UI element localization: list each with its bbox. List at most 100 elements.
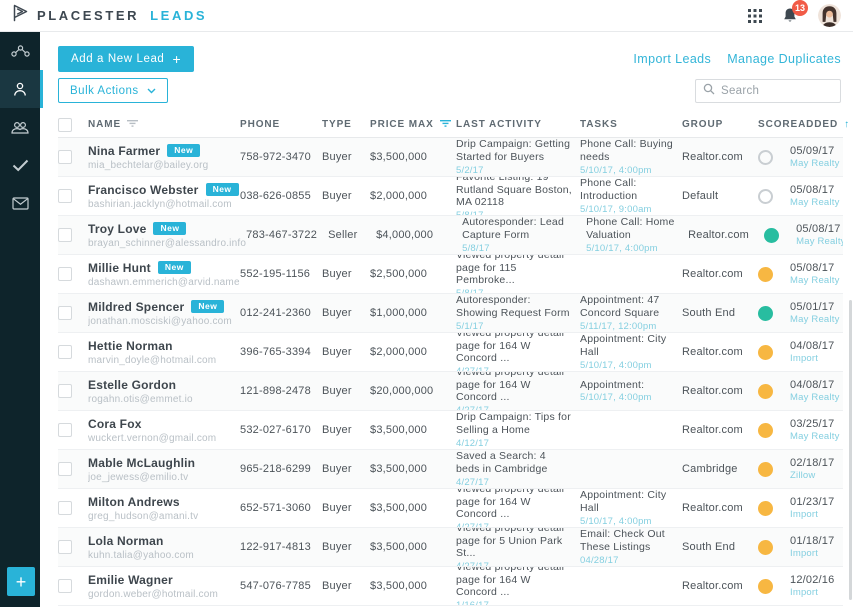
row-checkbox[interactable] bbox=[58, 384, 72, 398]
lead-phone: 758-972-3470 bbox=[240, 151, 311, 163]
sidebar-item-email[interactable] bbox=[0, 184, 40, 222]
lead-name[interactable]: Mildred Spencer bbox=[88, 299, 185, 314]
row-checkbox[interactable] bbox=[58, 150, 72, 164]
sidebar-item-leads[interactable] bbox=[0, 70, 43, 108]
column-header-group[interactable]: GROUP bbox=[682, 119, 724, 130]
brand-logo[interactable]: PLACESTER LEADS bbox=[12, 4, 207, 27]
user-avatar[interactable] bbox=[818, 4, 841, 27]
row-checkbox[interactable] bbox=[58, 423, 72, 437]
add-new-lead-button[interactable]: Add a New Lead + bbox=[58, 46, 195, 72]
added-date: 04/08/17 bbox=[790, 379, 835, 391]
filter-icon[interactable] bbox=[127, 119, 139, 130]
lead-type: Buyer bbox=[322, 151, 352, 163]
lead-name[interactable]: Millie Hunt bbox=[88, 260, 151, 275]
select-all-checkbox[interactable] bbox=[58, 117, 72, 132]
search-input[interactable] bbox=[721, 85, 833, 97]
table-row[interactable]: Estelle Gordon rogahn.otis@emmet.io 121-… bbox=[58, 372, 843, 411]
row-checkbox[interactable] bbox=[58, 267, 72, 281]
table-row[interactable]: Millie Hunt New dashawn.emmerich@arvid.n… bbox=[58, 255, 843, 294]
table-row[interactable]: Nina Farmer New mia_bechtelar@bailey.org… bbox=[58, 138, 843, 177]
sort-up-icon[interactable]: ↑ bbox=[844, 119, 851, 130]
lead-name[interactable]: Nina Farmer bbox=[88, 143, 161, 158]
import-leads-link[interactable]: Import Leads bbox=[633, 52, 712, 66]
row-checkbox[interactable] bbox=[58, 189, 72, 203]
added-date: 03/25/17 bbox=[790, 418, 835, 430]
lead-name[interactable]: Francisco Webster bbox=[88, 182, 199, 197]
lead-phone: 652-571-3060 bbox=[240, 502, 311, 514]
lead-name[interactable]: Cora Fox bbox=[88, 416, 142, 431]
table-row[interactable]: Mildred Spencer New jonathan.mosciski@ya… bbox=[58, 294, 843, 333]
row-checkbox[interactable] bbox=[58, 462, 72, 476]
brand-product: LEADS bbox=[150, 8, 208, 23]
new-badge: New bbox=[191, 300, 225, 313]
lead-name[interactable]: Estelle Gordon bbox=[88, 377, 177, 392]
lead-name[interactable]: Lola Norman bbox=[88, 533, 164, 548]
row-checkbox[interactable] bbox=[58, 501, 72, 515]
task-text: Phone Call: Introduction bbox=[580, 177, 638, 202]
table-row[interactable]: Emilie Wagner gordon.weber@hotmail.com 5… bbox=[58, 567, 843, 606]
lead-name[interactable]: Hettie Norman bbox=[88, 338, 173, 353]
last-activity-date: 4/27/17 bbox=[456, 522, 490, 528]
table-row[interactable]: Cora Fox wuckert.vernon@gmail.com 532-02… bbox=[58, 411, 843, 450]
column-header-name[interactable]: NAME bbox=[88, 119, 240, 130]
search-icon bbox=[703, 82, 715, 100]
lead-name[interactable]: Milton Andrews bbox=[88, 494, 180, 509]
new-badge: New bbox=[167, 144, 201, 157]
table-row[interactable]: Mable McLaughlin joe_jewess@emilio.tv 96… bbox=[58, 450, 843, 489]
last-activity-text: Viewed property detail page for 5 Union … bbox=[456, 528, 564, 560]
bulk-actions-button[interactable]: Bulk Actions bbox=[58, 78, 168, 103]
lead-group: Realtor.com bbox=[682, 346, 743, 358]
sidebar-item-network[interactable] bbox=[0, 32, 40, 70]
lead-price-max: $2,000,000 bbox=[370, 190, 428, 202]
column-header-added[interactable]: ADDED ↑ bbox=[798, 119, 851, 130]
column-header-score[interactable]: SCORE bbox=[758, 119, 799, 130]
score-indicator bbox=[758, 383, 773, 399]
scrollbar[interactable] bbox=[849, 300, 852, 600]
last-activity-text: Viewed property detail page for 115 Pemb… bbox=[456, 255, 564, 287]
table-row[interactable]: Troy Love New brayan_schinner@alessandro… bbox=[58, 216, 843, 255]
column-header-last-activity[interactable]: LAST ACTIVITY bbox=[456, 119, 542, 130]
filter-icon-active[interactable] bbox=[439, 119, 451, 130]
last-activity-date: 5/2/17 bbox=[456, 164, 484, 176]
lead-group: Realtor.com bbox=[682, 580, 743, 592]
notification-count-badge: 13 bbox=[791, 0, 808, 16]
row-checkbox[interactable] bbox=[58, 579, 72, 593]
lead-type: Buyer bbox=[322, 190, 352, 202]
column-header-tasks[interactable]: TASKS bbox=[580, 119, 618, 130]
apps-grid-icon[interactable] bbox=[748, 8, 762, 23]
manage-duplicates-link[interactable]: Manage Duplicates bbox=[727, 52, 841, 66]
row-checkbox[interactable] bbox=[58, 345, 72, 359]
lead-name[interactable]: Mable McLaughlin bbox=[88, 455, 196, 470]
column-header-phone[interactable]: PHONE bbox=[240, 119, 281, 130]
new-badge: New bbox=[157, 261, 191, 274]
last-activity-date: 4/27/17 bbox=[456, 476, 490, 488]
lead-email: marvin_doyle@hotmail.com bbox=[88, 354, 217, 366]
last-activity-text: Autoresponder: Showing Request Form bbox=[456, 294, 570, 319]
sidebar-item-tasks[interactable] bbox=[0, 146, 40, 184]
row-checkbox[interactable] bbox=[58, 228, 72, 242]
last-activity-date: 5/1/17 bbox=[456, 320, 484, 332]
score-indicator bbox=[758, 422, 773, 438]
task-text: Appointment: bbox=[580, 378, 645, 391]
table-row[interactable]: Hettie Norman marvin_doyle@hotmail.com 3… bbox=[58, 333, 843, 372]
search-box[interactable] bbox=[695, 79, 841, 103]
sidebar-item-contacts[interactable] bbox=[0, 108, 40, 146]
column-header-price-max[interactable]: PRICE MAX bbox=[370, 119, 456, 130]
lead-price-max: $3,500,000 bbox=[370, 424, 428, 436]
row-checkbox[interactable] bbox=[58, 306, 72, 320]
add-quick-button[interactable]: + bbox=[7, 567, 35, 596]
lead-group: South End bbox=[682, 541, 736, 553]
task-text: Appointment: 47 Concord Square bbox=[580, 294, 660, 319]
lead-name[interactable]: Emilie Wagner bbox=[88, 572, 173, 587]
lead-group: Realtor.com bbox=[688, 229, 749, 241]
lead-group: Default bbox=[682, 190, 719, 202]
column-header-type[interactable]: TYPE bbox=[322, 119, 352, 130]
row-checkbox[interactable] bbox=[58, 540, 72, 554]
table-row[interactable]: Lola Norman kuhn.talia@yahoo.com 122-917… bbox=[58, 528, 843, 567]
last-activity-text: Viewed property detail page for 164 W Co… bbox=[456, 567, 564, 599]
score-indicator bbox=[758, 344, 773, 360]
table-row[interactable]: Milton Andrews greg_hudson@amani.tv 652-… bbox=[58, 489, 843, 528]
lead-name[interactable]: Troy Love bbox=[88, 221, 147, 236]
notifications-bell-icon[interactable]: 13 bbox=[782, 0, 808, 24]
table-row[interactable]: Francisco Webster New bashirian.jacklyn@… bbox=[58, 177, 843, 216]
